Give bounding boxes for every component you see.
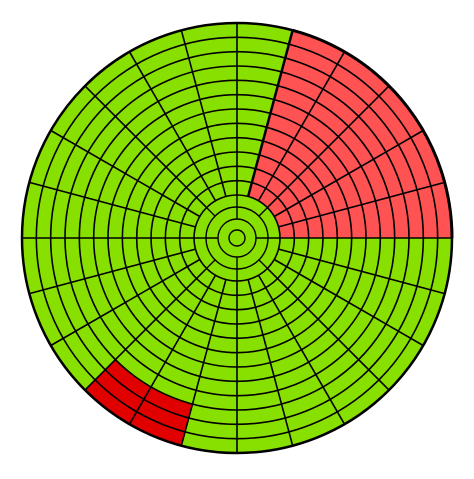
ring xyxy=(64,65,410,411)
hub-spoke xyxy=(258,259,268,269)
ring xyxy=(178,179,296,297)
hub-spoke xyxy=(206,207,216,217)
hub-ring xyxy=(228,229,246,247)
hub-spoke xyxy=(258,207,268,217)
ring xyxy=(20,21,454,455)
ring xyxy=(121,122,353,354)
dark-red-cells xyxy=(84,359,193,446)
ring xyxy=(135,136,339,340)
ring xyxy=(164,165,310,311)
sector-arc xyxy=(292,28,454,239)
ring xyxy=(78,79,396,397)
ring xyxy=(150,151,324,325)
ring xyxy=(107,108,367,368)
ring xyxy=(35,36,439,440)
ring xyxy=(49,50,425,426)
hub-spoke xyxy=(206,259,216,269)
sector-edge xyxy=(246,30,294,197)
ring xyxy=(92,93,382,383)
